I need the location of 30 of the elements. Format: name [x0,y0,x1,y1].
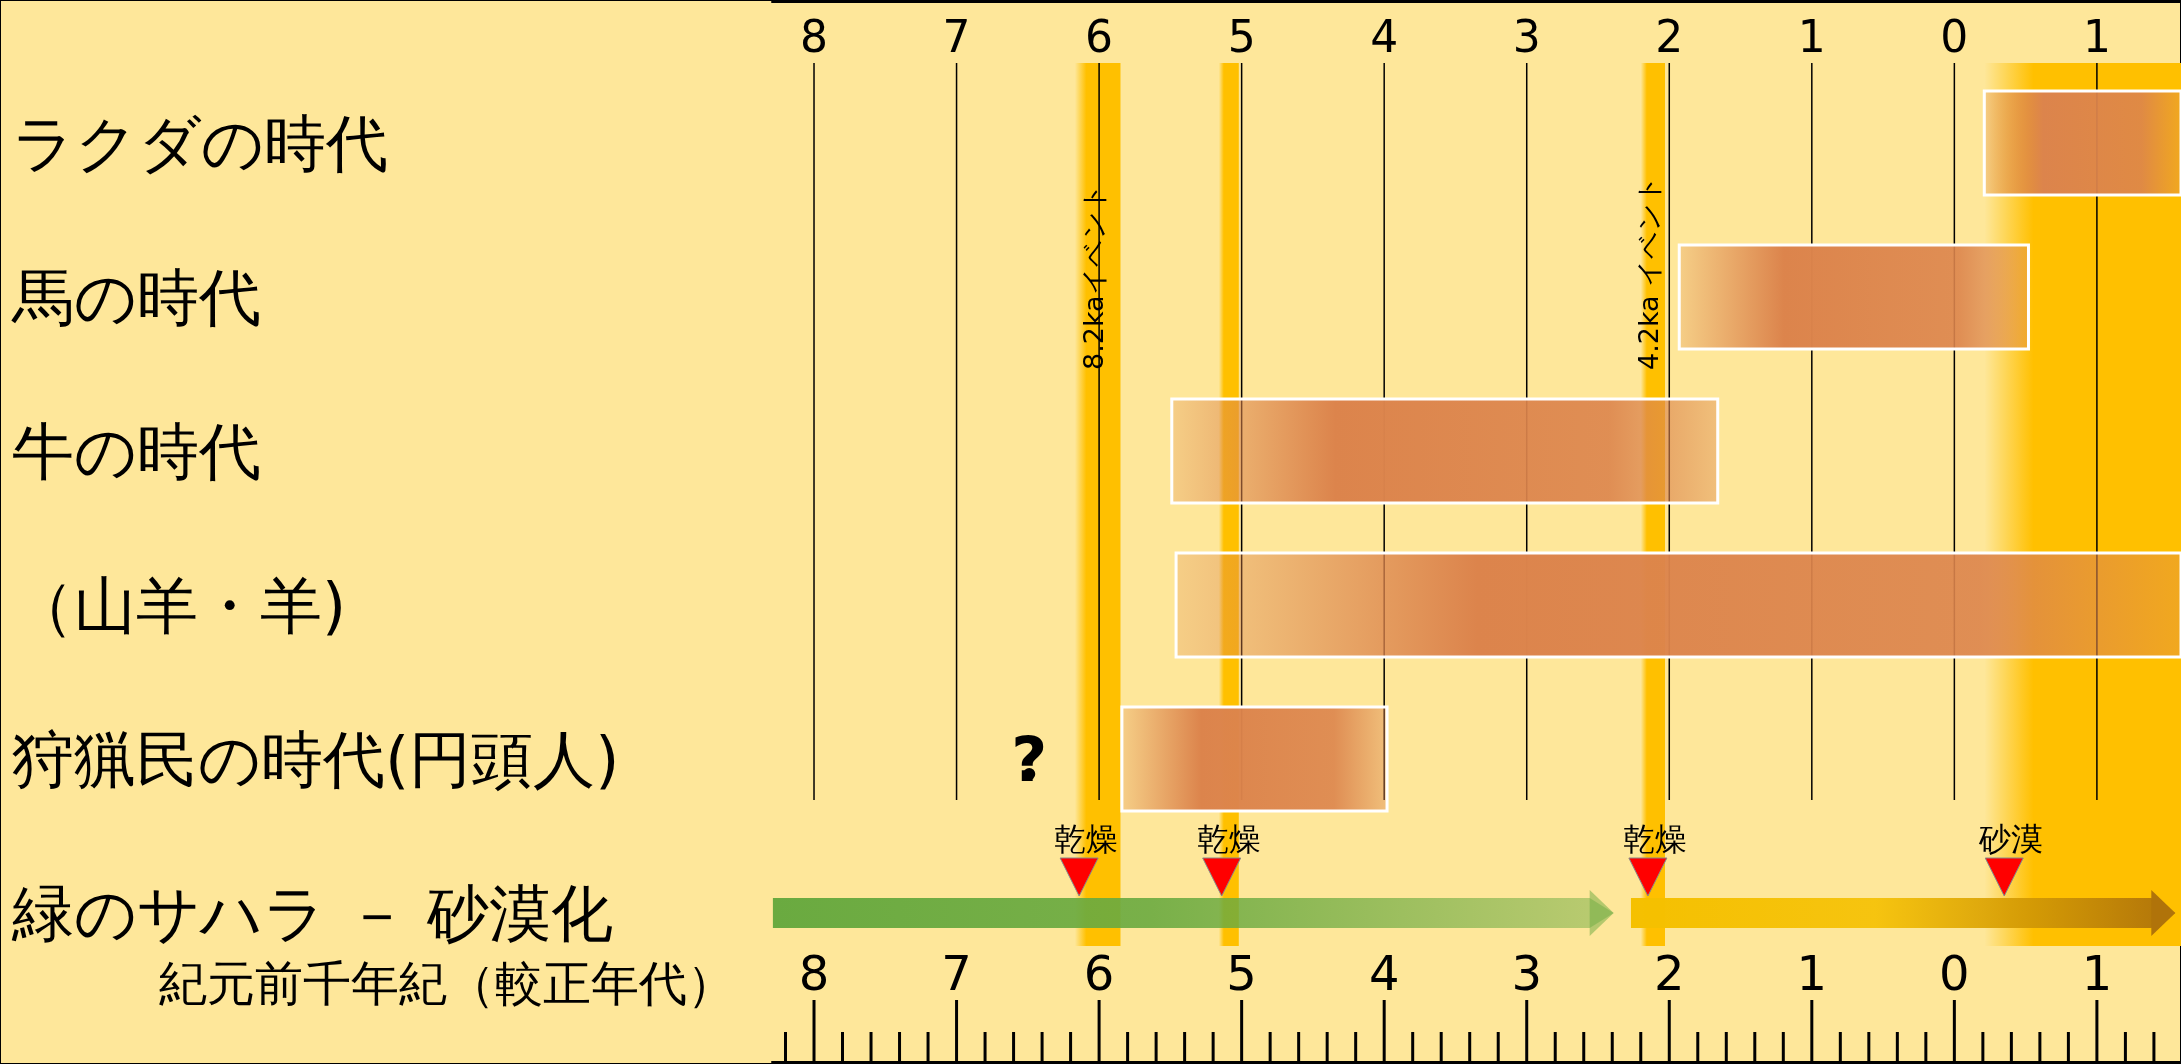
x2-tick-label: 1 [2082,11,2111,62]
x2-tick-label: 7 [942,11,971,62]
x2-tick-label: 6 [1085,11,1114,62]
x2-tick-label: 0 [1940,11,1969,62]
x2-tick-label: 5 [1227,11,1256,62]
x2-tick-label: 1 [1797,11,1826,62]
x-tick-label: 1 [1796,945,1828,1001]
y-tick-label: 馬の時代 [11,261,261,334]
y-tick-label: （山羊・羊) [12,569,347,642]
band-label: 4.2ka イベント [1632,174,1664,370]
x-tick-label: 5 [1226,945,1257,1001]
x-tick-label: 0 [1939,945,1970,1001]
x2-tick-label: 2 [1655,11,1684,62]
x-tick-label: 8 [798,945,830,1001]
x-tick-label: 4 [1368,945,1400,1001]
band-label: 8.2kaイベント [1077,183,1109,370]
x-tick-label: 1 [2081,945,2113,1001]
data-label: 砂漠 [1978,820,2044,858]
y-tick-label: 狩猟民の時代(円頭人) [12,723,620,796]
x2-tick-label: 3 [1512,11,1541,62]
x-tick-label: 6 [1083,945,1115,1001]
x2-tick-label: 4 [1370,11,1399,62]
y-tick-label: 緑のサハラ － 砂漠化 [11,877,614,950]
x-tick-label: 7 [941,945,972,1001]
x-axis-title: 紀元前千年紀（較正年代） [159,955,735,1011]
y-tick-label: ラクダの時代 [12,107,388,180]
x2-tick-label: 8 [800,11,829,62]
x-tick-label: 3 [1511,945,1542,1001]
x-tick-label: 2 [1654,945,1685,1001]
y-tick-label: 牛の時代 [12,415,261,488]
